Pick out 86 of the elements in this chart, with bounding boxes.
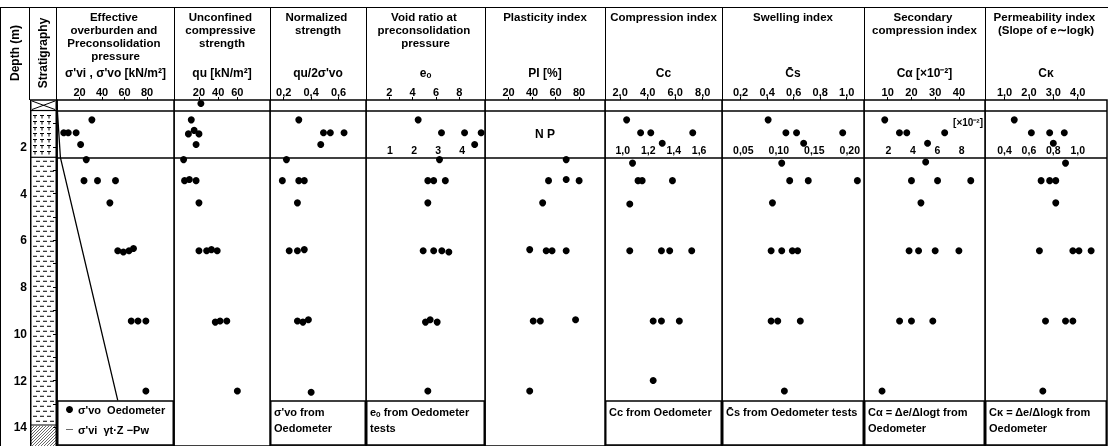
x2-tick-label: 1,6 — [691, 143, 707, 156]
x2-tick-label: 1,0 — [615, 143, 631, 156]
x-tick-label: 10 — [881, 85, 894, 98]
x2-tick-label: 2 — [411, 143, 418, 156]
x-tick-label: 30 — [929, 85, 942, 98]
x2-tick-label: 0,05 — [733, 143, 754, 156]
x-axis-title: Cc — [655, 66, 672, 80]
x-tick-label: 40 — [525, 85, 539, 98]
x-tick-label: 6 — [432, 85, 440, 98]
x-tick-label: 1,0 — [839, 85, 855, 98]
x-tick-label: 4 — [409, 85, 417, 98]
chart-title: Secondary compression index — [872, 10, 978, 36]
chart-title: Void ratio at preconsolidation pressure — [377, 10, 474, 49]
x-tick-label: 20 — [502, 85, 515, 98]
y-tick-label: 4 — [20, 186, 28, 201]
x2-tick-label: 0,10 — [768, 143, 790, 156]
x-tick-label: 0,4 — [759, 85, 776, 98]
chart-title: Normalized strength — [285, 10, 351, 36]
x-tick-label: 0,6 — [330, 85, 347, 98]
chart-title: Effective overburden and Preconsolidation pressure — [67, 10, 164, 62]
x2-tick-label: 1,4 — [666, 143, 682, 156]
x-tick-label: 60 — [549, 85, 562, 98]
legend-label: σ'vo Oedometer — [78, 403, 166, 416]
x2-tick-label: 1,2 — [640, 143, 656, 156]
legend-label: σ'vi γt·Z −Pw — [78, 423, 150, 436]
x-tick-label: 20 — [73, 85, 86, 98]
x-axis-title: qu/2σ'vo — [293, 66, 343, 80]
x-tick-label: 0,2 — [276, 85, 292, 98]
x-tick-label: 2,0 — [1021, 85, 1037, 98]
x-axis-title: PI [%] — [528, 66, 562, 80]
text: Stratigraphy — [36, 17, 50, 89]
x2-tick-label: 8 — [958, 143, 965, 156]
x-tick-label: 0,8 — [812, 85, 828, 98]
x2-axis-title: [×10⁻²] — [953, 116, 983, 128]
x2-tick-label: 3 — [435, 143, 442, 156]
x-tick-label: 1,0 — [996, 85, 1013, 98]
x-tick-label: 8,0 — [695, 85, 711, 98]
x2-tick-label: 4 — [459, 143, 466, 156]
y-axis-title: Depth (m) — [8, 25, 22, 81]
x-tick-label: 8 — [456, 85, 463, 98]
chart-title: Plasticity index — [503, 10, 588, 23]
x-tick-label: 0,2 — [732, 85, 749, 98]
y-tick-label: 2 — [20, 139, 28, 154]
x2-tick-label: 0,8 — [1046, 143, 1061, 156]
chart-title: Swelling index — [753, 10, 834, 23]
x2-tick-label: 0,15 — [804, 143, 825, 156]
x-tick-label: 0,4 — [303, 85, 320, 98]
x-tick-label: 40 — [952, 85, 966, 98]
x-tick-label: 20 — [192, 85, 206, 98]
x2-tick-label: 0,4 — [997, 143, 1012, 156]
x-tick-label: 60 — [118, 85, 131, 98]
x-tick-label: 0,6 — [786, 85, 802, 98]
y-tick-label: 12 — [13, 373, 28, 388]
y-tick-label: 10 — [13, 326, 28, 341]
x-tick-label: 4,0 — [640, 85, 656, 98]
x-tick-label: 60 — [231, 85, 244, 98]
x-axis-title: qu [kN/m²] — [192, 66, 252, 80]
x-axis-title: σ'vi , σ'vo [kN/m²] — [65, 66, 166, 80]
x-tick-label: 6,0 — [667, 85, 683, 98]
x2-tick-label: 4 — [909, 143, 916, 156]
x-tick-label: 3,0 — [1045, 85, 1061, 98]
x2-tick-label: 0,20 — [839, 143, 861, 156]
x-axis-title: Cκ — [1038, 66, 1054, 80]
annotation: N P — [534, 126, 556, 141]
x2-tick-label: 0,6 — [1021, 143, 1037, 156]
y-tick-label: 6 — [20, 233, 28, 248]
x2-tick-label: 2 — [885, 143, 892, 156]
chart-title: Compression index — [610, 10, 718, 23]
x-tick-label: 80 — [140, 85, 154, 98]
x-tick-label: 4,0 — [1070, 85, 1086, 98]
y-tick-label: 8 — [20, 280, 28, 295]
chart-title: Unconfined compressive strength — [185, 10, 259, 49]
x-tick-label: 20 — [905, 85, 918, 98]
x2-tick-label: 6 — [934, 143, 941, 156]
x-axis-title: eₒ — [419, 66, 432, 80]
x-tick-label: 2 — [386, 85, 393, 98]
x2-tick-label: 1 — [387, 143, 394, 156]
x2-tick-label: 1,0 — [1070, 143, 1086, 156]
x-axis-title: Cα [×10⁻²] — [896, 66, 953, 80]
x-tick-label: 2,0 — [612, 85, 628, 98]
chart-title: Permeability index (Slope of e∼logk) — [993, 10, 1099, 36]
x-tick-label: 40 — [95, 85, 109, 98]
x-axis-title: C̄s — [785, 66, 801, 80]
x-tick-label: 80 — [572, 85, 586, 98]
y-tick-label: 14 — [13, 420, 28, 435]
x-tick-label: 40 — [212, 85, 225, 98]
